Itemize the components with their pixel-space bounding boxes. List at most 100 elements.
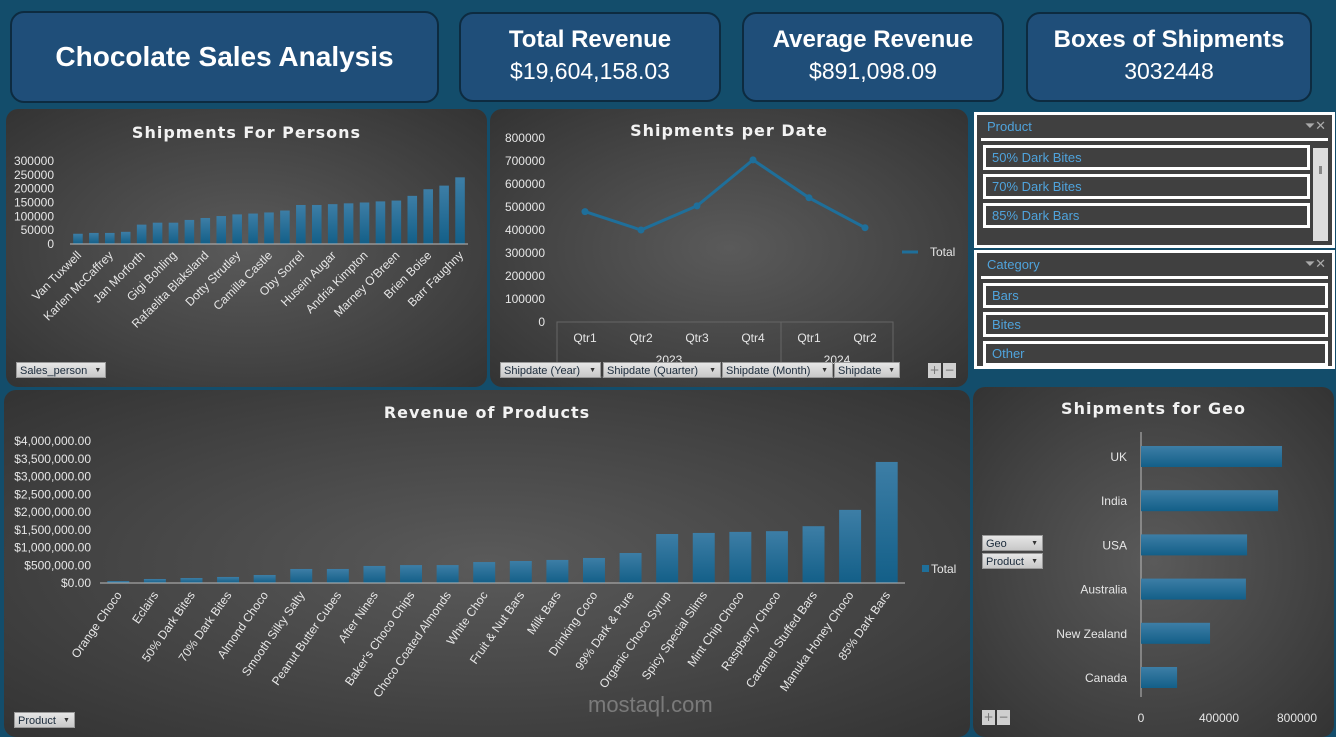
bar xyxy=(280,210,290,244)
slicer-item[interactable]: Bites xyxy=(983,312,1328,337)
bar xyxy=(217,576,240,583)
slicer-item[interactable]: 50% Dark Bites xyxy=(983,145,1310,170)
bar xyxy=(216,216,227,244)
bar xyxy=(359,202,370,244)
bar xyxy=(656,534,679,583)
slicer-title: Category xyxy=(981,253,1328,279)
bar xyxy=(1141,578,1246,600)
x-tick-label: Peanut Butter Cubes xyxy=(269,589,344,688)
bar xyxy=(1141,490,1279,512)
shipdate-month-button[interactable]: Shipdate (Month) xyxy=(722,362,833,379)
x-tick-label: 800000 xyxy=(1277,711,1317,725)
shipdate-quarter-button[interactable]: Shipdate (Quarter) xyxy=(603,362,721,379)
bar xyxy=(439,185,449,244)
bar xyxy=(509,560,532,583)
product-field-button[interactable]: Product xyxy=(14,712,75,729)
y-tick-label: $2,500,000.00 xyxy=(14,487,91,501)
x-tick-label: Qtr1 xyxy=(573,331,597,345)
bar xyxy=(400,565,422,583)
kpi-boxes-shipments: Boxes of Shipments 3032448 xyxy=(1026,12,1312,102)
bar xyxy=(232,214,242,244)
kpi-label: Boxes of Shipments xyxy=(1053,26,1285,53)
persons-bar-svg: 050000100000150000200000250000300000Van … xyxy=(14,154,468,331)
bar xyxy=(180,578,203,583)
bar xyxy=(473,562,496,583)
bar xyxy=(168,222,179,244)
geo-bar-svg: UK India USA Australia New Zealand Canada 0 400… xyxy=(1056,432,1317,725)
collapse-button[interactable]: − xyxy=(943,363,956,378)
expand-button[interactable]: + xyxy=(982,710,995,725)
bar xyxy=(107,581,130,583)
y-tick-label: $500,000.00 xyxy=(24,558,91,572)
sales-person-field-button[interactable]: Sales_person xyxy=(16,362,107,379)
bar xyxy=(248,213,258,244)
bar xyxy=(363,565,386,583)
bar xyxy=(326,568,349,583)
bar xyxy=(546,559,569,583)
shipments-persons-chart[interactable]: Shipments For Persons 0 50000 100000 150000… xyxy=(6,109,487,387)
bar xyxy=(729,531,752,583)
shipments-geo-chart[interactable]: Shipments for Geo UK India USA Australia New… xyxy=(973,387,1334,737)
chart-title: Shipments per Date xyxy=(630,121,828,140)
data-point xyxy=(693,202,701,210)
bar xyxy=(1141,534,1248,556)
bar xyxy=(253,575,276,583)
revenue-bar-svg: $0.00 $500,000.00 $1,000,000.00 $1,500,000.… xyxy=(14,434,956,700)
y-tick-label: 700000 xyxy=(505,154,545,168)
bar xyxy=(423,189,433,244)
y-tick-label: 600000 xyxy=(505,177,545,191)
x-tick-label: Spicy Special Slims xyxy=(639,589,711,683)
shipdate-year-button[interactable]: Shipdate (Year) xyxy=(500,362,601,379)
kpi-total-revenue: Total Revenue $19,604,158.03 xyxy=(459,12,721,102)
x-tick-label: Baker's Choco Chips xyxy=(342,589,418,689)
slicer-item[interactable]: 85% Dark Bars xyxy=(983,203,1310,228)
bar xyxy=(1141,622,1211,644)
collapse-button[interactable]: − xyxy=(997,710,1010,725)
bar xyxy=(143,578,166,583)
bar xyxy=(152,222,163,244)
y-tick-label: 200000 xyxy=(505,269,545,283)
clear-filter-icon[interactable]: ⏷✕ xyxy=(1304,119,1326,134)
bar xyxy=(765,531,788,583)
data-point xyxy=(861,224,869,232)
shipments-date-chart[interactable]: Shipments per Date 0 100000 200000 300000 40… xyxy=(490,109,968,387)
series-line xyxy=(584,157,866,232)
bar xyxy=(583,557,605,583)
bar xyxy=(327,204,338,244)
y-tick-label: UK xyxy=(1110,450,1127,464)
product-slicer[interactable]: Product ⏷✕ 50% Dark Bites 70% Dark Bites… xyxy=(974,112,1335,248)
geo-field-button[interactable]: Geo xyxy=(982,535,1043,552)
legend-label: Total xyxy=(931,562,956,576)
slicer-item[interactable]: 70% Dark Bites xyxy=(983,174,1310,199)
x-tick-label: Qtr1 xyxy=(797,331,821,345)
bar xyxy=(692,532,715,583)
clear-filter-icon[interactable]: ⏷✕ xyxy=(1304,257,1326,272)
kpi-value: 3032448 xyxy=(1124,58,1214,84)
revenue-products-chart[interactable]: Revenue of Products $0.00 $500,000.00 $1,0… xyxy=(4,390,970,737)
expand-button[interactable]: + xyxy=(928,363,941,378)
category-slicer[interactable]: Category ⏷✕ Bars Bites Other xyxy=(974,250,1335,369)
data-point xyxy=(805,194,813,202)
slicer-title: Product xyxy=(981,115,1328,141)
title-card: Chocolate Sales Analysis xyxy=(10,11,439,103)
x-tick-label: Qtr2 xyxy=(629,331,653,345)
bar xyxy=(200,217,211,244)
y-tick-label: $2,000,000.00 xyxy=(14,505,91,519)
slicer-item[interactable]: Other xyxy=(983,341,1328,366)
bar xyxy=(120,231,131,244)
shipdate-button[interactable]: Shipdate xyxy=(834,362,900,379)
bar xyxy=(375,201,386,244)
bar xyxy=(343,203,354,244)
slicer-scrollbar[interactable] xyxy=(1313,148,1328,241)
y-tick-label: 800000 xyxy=(505,131,545,145)
product-field-button[interactable]: Product xyxy=(982,553,1043,570)
bar xyxy=(311,204,322,244)
bar xyxy=(89,232,99,244)
y-tick-label: 0 xyxy=(47,237,54,251)
bar xyxy=(455,177,465,244)
y-tick-label: $4,000,000.00 xyxy=(14,434,91,448)
y-tick-label: 100000 xyxy=(505,292,545,306)
data-point xyxy=(637,226,645,234)
watermark: mostaql.com xyxy=(588,692,713,717)
slicer-item[interactable]: Bars xyxy=(983,283,1328,308)
